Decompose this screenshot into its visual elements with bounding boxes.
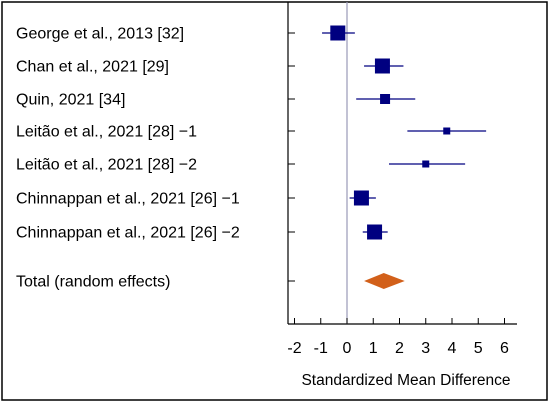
study-label: Chan et al., 2021 [29] — [16, 59, 169, 76]
x-tick-label: 2 — [395, 340, 404, 357]
x-tick-label: 3 — [421, 340, 430, 357]
x-tick-label: 4 — [448, 340, 457, 357]
study-label: Chinnappan et al., 2021 [26] −2 — [16, 225, 240, 242]
effect-marker — [443, 127, 451, 135]
effect-marker — [367, 224, 383, 240]
effect-marker — [330, 25, 346, 41]
study-label: Leitão et al., 2021 [28] −2 — [16, 157, 197, 174]
pooled-diamond — [364, 273, 405, 289]
effect-marker — [374, 58, 390, 74]
study-label: Leitão et al., 2021 [28] −1 — [16, 124, 197, 141]
x-tick-label: 1 — [369, 340, 378, 357]
x-tick-label: -1 — [314, 340, 328, 357]
study-label: George et al., 2013 [32] — [16, 26, 184, 43]
x-tick-label: 6 — [500, 340, 509, 357]
x-tick-label: 5 — [474, 340, 483, 357]
x-axis-title: Standardized Mean Difference — [301, 372, 510, 389]
effect-marker — [422, 160, 430, 168]
study-label: Quin, 2021 [34] — [16, 92, 125, 109]
x-tick-label: -2 — [287, 340, 301, 357]
x-tick-label: 0 — [343, 340, 352, 357]
study-label: Chinnappan et al., 2021 [26] −1 — [16, 191, 240, 208]
effect-marker — [353, 190, 369, 206]
effect-marker — [380, 94, 391, 104]
pooled-label: Total (random effects) — [16, 274, 170, 291]
